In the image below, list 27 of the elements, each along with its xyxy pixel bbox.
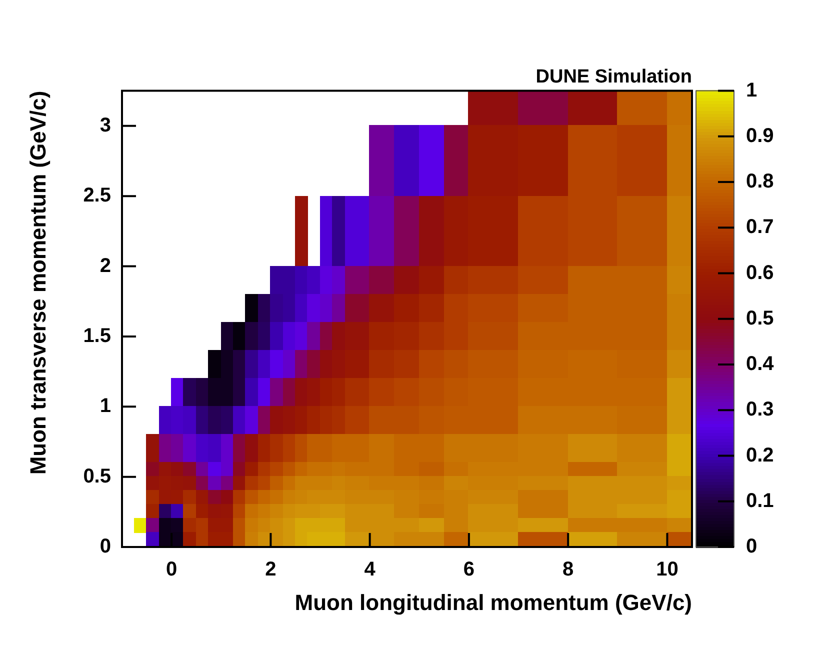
color-bar-label: 0.5 <box>746 307 774 330</box>
y-tick-label: 0.5 <box>83 465 111 488</box>
x-tick-label: 10 <box>656 558 678 581</box>
y-tick-label: 3 <box>100 114 111 136</box>
y-tick-label: 0 <box>100 536 111 558</box>
color-bar-label: 0.6 <box>746 262 774 284</box>
x-tick-label: 6 <box>463 558 475 581</box>
y-tick-label: 2 <box>100 254 111 277</box>
color-bar-label: 1 <box>746 79 758 102</box>
x-tick-label: 0 <box>166 558 178 581</box>
y-tick-label: 2.5 <box>83 184 111 207</box>
x-tick-label: 2 <box>265 558 276 581</box>
color-bar-label: 0.2 <box>746 444 774 466</box>
color-bar-label: 0.8 <box>746 170 774 193</box>
color-bar-label: 0.7 <box>746 216 774 238</box>
color-bar-label: 0.9 <box>746 124 774 147</box>
color-bar-label: 0.1 <box>746 490 774 512</box>
x-tick-label: 4 <box>364 558 376 581</box>
x-tick-label: 8 <box>562 558 574 581</box>
y-tick-label: 1 <box>100 395 111 418</box>
color-bar-label: 0 <box>746 536 758 558</box>
color-bar-label: 0.4 <box>746 353 775 376</box>
y-tick-label: 1.5 <box>83 324 111 347</box>
x-axis-title: Muon longitudinal momentum (GeV/c) <box>294 590 692 615</box>
chart-title: DUNE Simulation <box>536 66 692 88</box>
y-axis-title: Muon transverse momentum (GeV/c) <box>25 90 50 475</box>
color-bar-label: 0.3 <box>746 398 774 421</box>
